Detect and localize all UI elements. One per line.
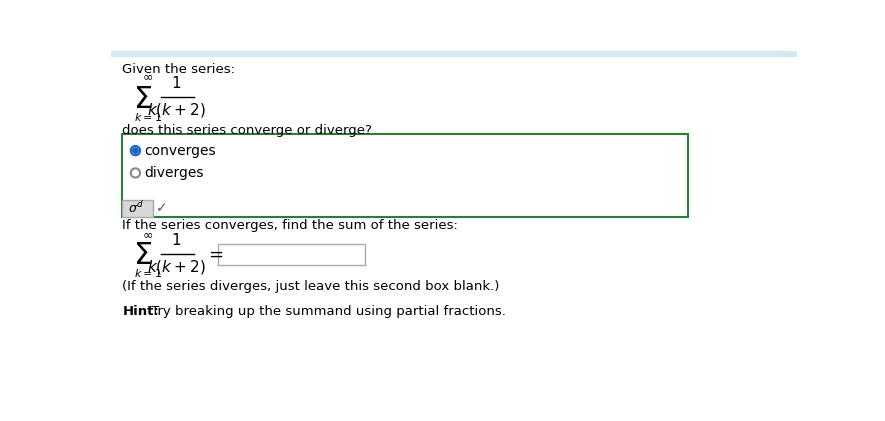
Text: $\sigma^d$: $\sigma^d$	[127, 200, 143, 216]
Text: $1$: $1$	[172, 75, 181, 91]
Text: $k=1$: $k=1$	[134, 111, 162, 123]
Text: $\infty$: $\infty$	[142, 71, 153, 84]
Text: (If the series diverges, just leave this second box blank.): (If the series diverges, just leave this…	[122, 280, 500, 293]
Text: $=$: $=$	[205, 245, 224, 263]
Circle shape	[131, 168, 140, 178]
Text: Given the series:: Given the series:	[122, 63, 235, 76]
Text: diverges: diverges	[145, 166, 204, 180]
Circle shape	[133, 148, 138, 153]
Text: $\Sigma$: $\Sigma$	[134, 241, 153, 270]
Text: ✓: ✓	[156, 201, 167, 216]
Circle shape	[131, 146, 140, 155]
FancyBboxPatch shape	[111, 51, 796, 57]
Text: does this series converge or diverge?: does this series converge or diverge?	[122, 125, 372, 137]
FancyBboxPatch shape	[122, 200, 153, 217]
Text: Try breaking up the summand using partial fractions.: Try breaking up the summand using partia…	[147, 305, 506, 318]
Text: converges: converges	[145, 144, 216, 157]
Text: If the series converges, find the sum of the series:: If the series converges, find the sum of…	[122, 219, 458, 232]
Text: $1$: $1$	[172, 232, 181, 248]
Text: $k=1$: $k=1$	[134, 267, 162, 279]
Text: $k(k+2)$: $k(k+2)$	[147, 101, 206, 119]
Text: $\Sigma$: $\Sigma$	[134, 85, 153, 114]
Text: $k(k+2)$: $k(k+2)$	[147, 258, 206, 276]
FancyBboxPatch shape	[218, 244, 365, 265]
FancyBboxPatch shape	[122, 134, 688, 217]
Text: $\infty$: $\infty$	[142, 228, 153, 241]
Text: Hint:: Hint:	[122, 305, 159, 318]
